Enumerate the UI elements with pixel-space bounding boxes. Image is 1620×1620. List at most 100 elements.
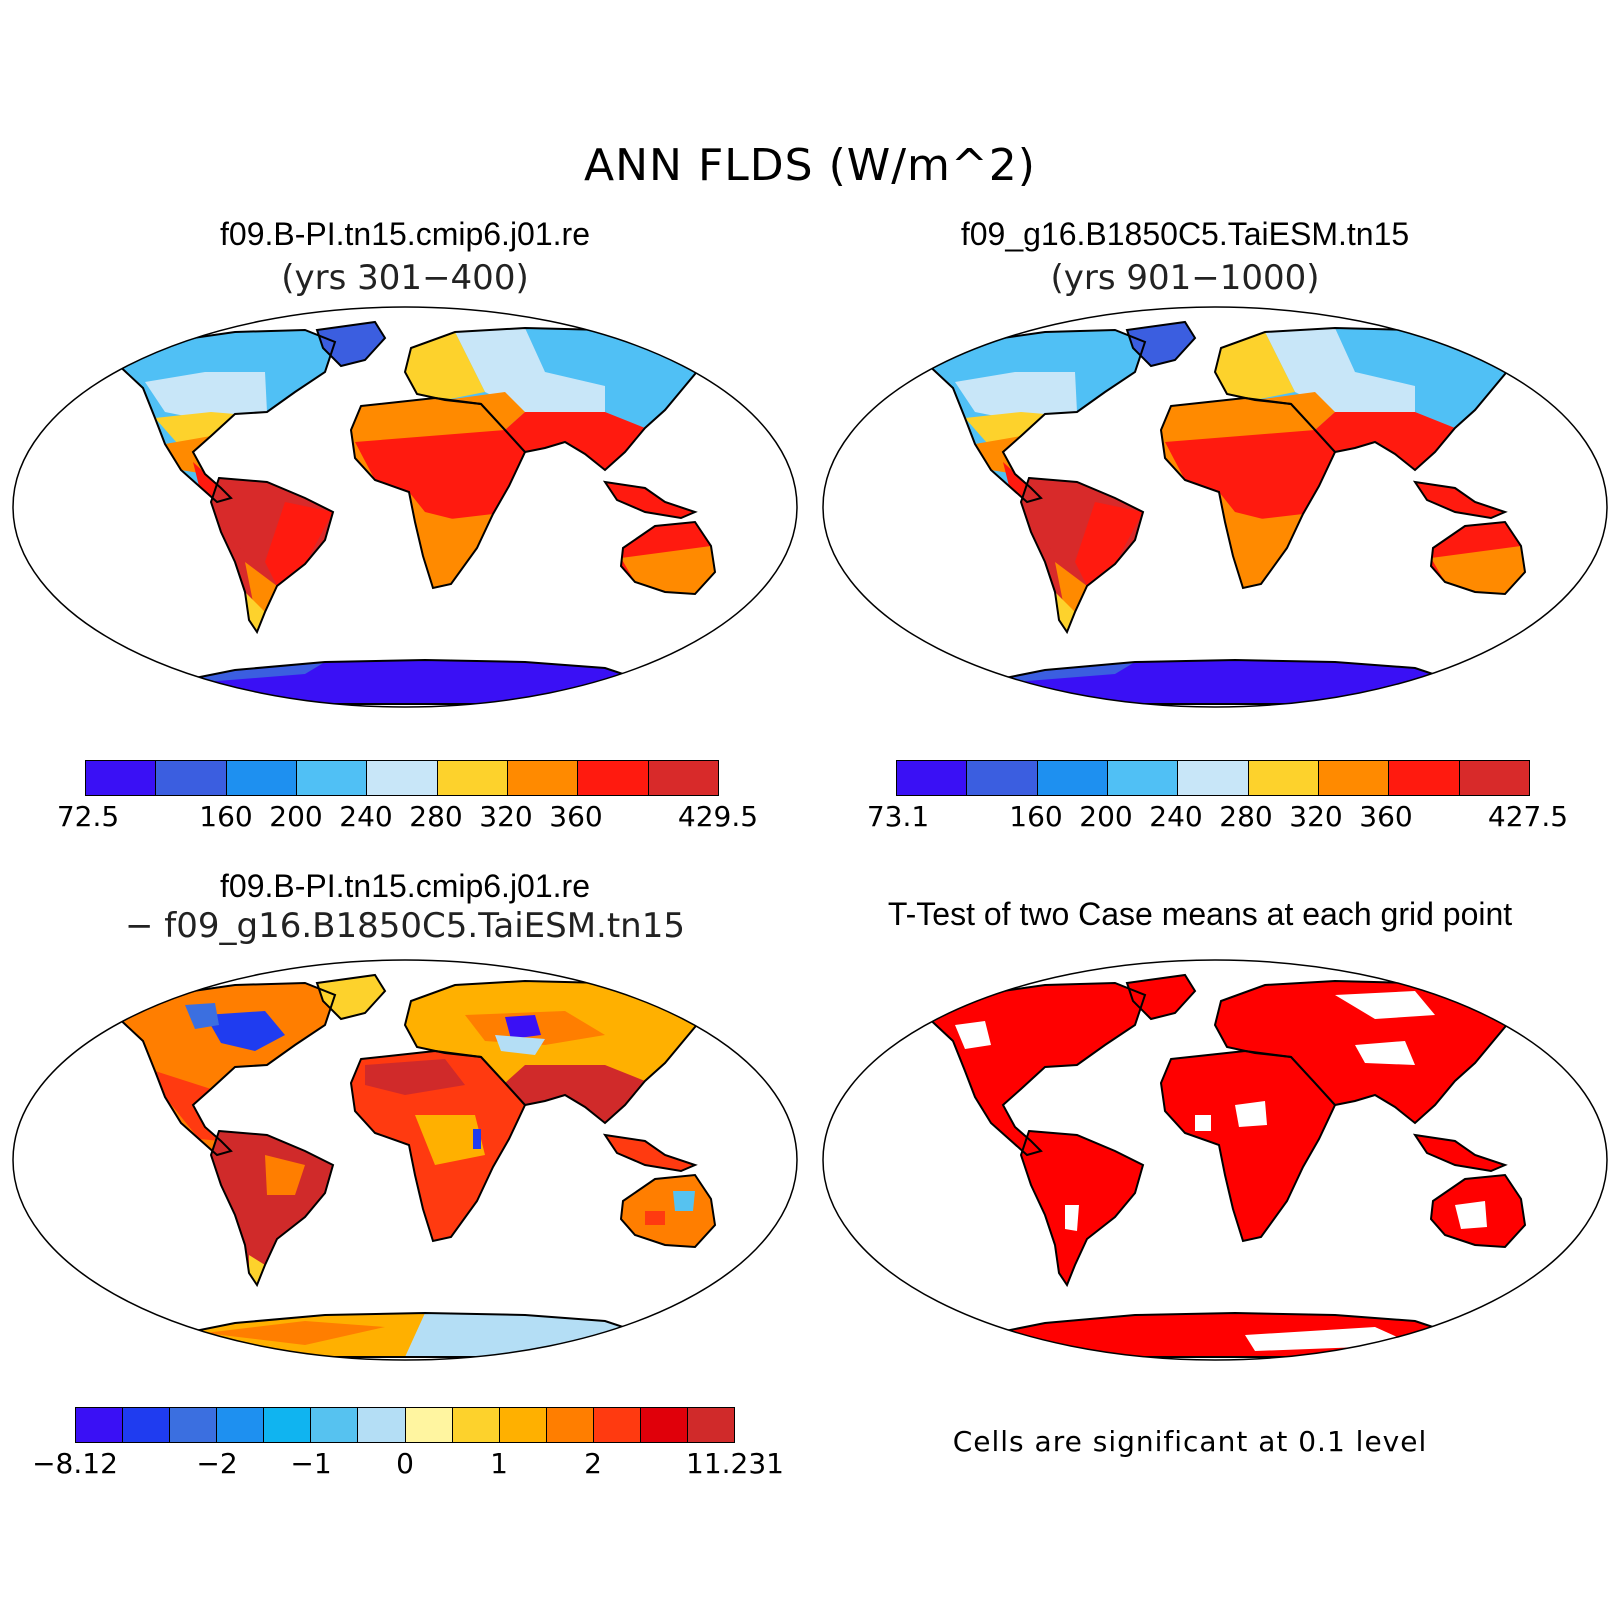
map-border xyxy=(12,306,798,708)
case1-colorbar-label: 429.5 xyxy=(677,800,759,833)
map-border xyxy=(822,959,1608,1361)
field-contour xyxy=(185,1003,219,1029)
case1-colorbar-label: 280 xyxy=(409,800,463,833)
coastline xyxy=(315,320,387,368)
diff-colorbar-swatch xyxy=(405,1408,453,1442)
ttest-note: Cells are significant at 0.1 level xyxy=(952,1425,1428,1458)
case1-colorbar-swatch xyxy=(367,761,438,795)
coastline xyxy=(143,1311,688,1358)
diff-colorbar-label: 0 xyxy=(396,1447,414,1480)
field-contour xyxy=(205,1321,385,1345)
field-contour xyxy=(955,660,1495,704)
field-contour xyxy=(1315,412,1455,470)
field-contour xyxy=(1171,398,1315,442)
coastline xyxy=(1019,1129,1145,1288)
coastline xyxy=(1412,480,1508,520)
coastline xyxy=(143,658,688,705)
case1-colorbar-swatch xyxy=(507,761,579,795)
significant-region-greenland xyxy=(1127,975,1195,1019)
field-contour xyxy=(1431,546,1525,594)
case1-colorbar-label: 360 xyxy=(549,800,603,833)
case2-subtitle: (yrs 901−1000) xyxy=(1050,258,1320,298)
case1-colorbar-label: 160 xyxy=(199,800,253,833)
diff-colorbar-swatch xyxy=(311,1408,359,1442)
significant-region-indonesia xyxy=(1415,1135,1505,1171)
diff-colorbar-swatch xyxy=(217,1408,265,1442)
coastline xyxy=(1412,1133,1508,1173)
field-contour xyxy=(621,546,715,594)
diff-colorbar-label: −8.12 xyxy=(32,1447,118,1480)
case2-colorbar-swatch xyxy=(967,761,1038,795)
case1-colorbar-swatch xyxy=(296,761,368,795)
diff-colorbar-swatch xyxy=(123,1408,171,1442)
coastline xyxy=(1125,973,1197,1021)
field-contour xyxy=(415,1115,485,1165)
diff-colorbar-swatch xyxy=(499,1408,547,1442)
case1-colorbar xyxy=(85,760,719,796)
figure-title: ANN FLDS (W/m^2) xyxy=(584,140,1036,191)
diff-colorbar-swatch xyxy=(76,1408,124,1442)
diff-colorbar-label: −2 xyxy=(196,1447,238,1480)
field-contour xyxy=(405,332,485,400)
field-contour xyxy=(673,1191,695,1211)
coastline xyxy=(921,981,1147,1157)
field-contour xyxy=(505,1065,645,1123)
case1-subtitle: (yrs 301−400) xyxy=(281,258,529,298)
coastline xyxy=(953,1311,1498,1358)
case2-colorbar xyxy=(896,760,1530,796)
case1-colorbar-label: 320 xyxy=(479,800,533,833)
case2-colorbar-label: 280 xyxy=(1219,800,1273,833)
field-contour xyxy=(1165,430,1335,522)
case1-colorbar-swatch xyxy=(226,761,297,795)
coastline xyxy=(602,480,698,520)
nonsignificant-region xyxy=(1065,1205,1079,1231)
nonsignificant-region xyxy=(1235,1101,1267,1127)
field-contour xyxy=(1215,332,1295,400)
case2-colorbar-label: 240 xyxy=(1149,800,1203,833)
field-contour xyxy=(473,1129,481,1149)
diff-colorbar-swatch xyxy=(358,1408,406,1442)
case2-colorbar-swatch xyxy=(1459,761,1529,795)
diff-colorbar-label: 11.231 xyxy=(686,1447,784,1480)
field-contour xyxy=(1055,562,1087,612)
case1-title: f09.B-PI.tn15.cmip6.j01.re xyxy=(220,216,590,252)
coastline xyxy=(921,328,1147,504)
coastline xyxy=(1429,1173,1527,1249)
case1-colorbar-label: 200 xyxy=(269,800,323,833)
coastline xyxy=(1125,320,1197,368)
significant-region-namerica xyxy=(923,983,1145,1155)
field-contour xyxy=(317,975,385,1019)
field-contour xyxy=(1415,482,1505,518)
diff-colorbar-swatch xyxy=(264,1408,312,1442)
field-contour xyxy=(423,514,493,588)
field-contour xyxy=(505,412,645,470)
coastline xyxy=(209,476,335,635)
field-contour xyxy=(605,482,695,518)
ttest-map xyxy=(822,959,1608,1361)
coastline xyxy=(953,658,1498,705)
case2-colorbar-label: 160 xyxy=(1009,800,1063,833)
diff-colorbar-swatch xyxy=(452,1408,500,1442)
map-border xyxy=(822,306,1608,708)
field-contour xyxy=(145,660,685,704)
case2-colorbar-swatch xyxy=(1248,761,1319,795)
field-contour xyxy=(1127,322,1195,366)
field-contour xyxy=(455,328,605,422)
significant-region-samerica xyxy=(1021,1131,1143,1285)
diff-colorbar xyxy=(75,1407,735,1443)
coastline xyxy=(209,1129,335,1288)
field-contour xyxy=(365,1059,465,1095)
map-border xyxy=(12,959,798,1361)
nonsignificant-region xyxy=(1455,1201,1487,1229)
field-contour xyxy=(145,372,267,422)
diff-colorbar-swatch xyxy=(593,1408,641,1442)
case2-colorbar-swatch xyxy=(897,761,968,795)
coastline xyxy=(619,1173,717,1249)
field-contour xyxy=(1075,502,1143,586)
diff-colorbar-label: 2 xyxy=(584,1447,602,1480)
case2-colorbar-swatch xyxy=(1107,761,1179,795)
case1-map xyxy=(12,306,798,708)
diff-title: f09.B-PI.tn15.cmip6.j01.re xyxy=(220,868,590,904)
field-contour xyxy=(355,430,525,522)
coastline xyxy=(111,981,337,1157)
